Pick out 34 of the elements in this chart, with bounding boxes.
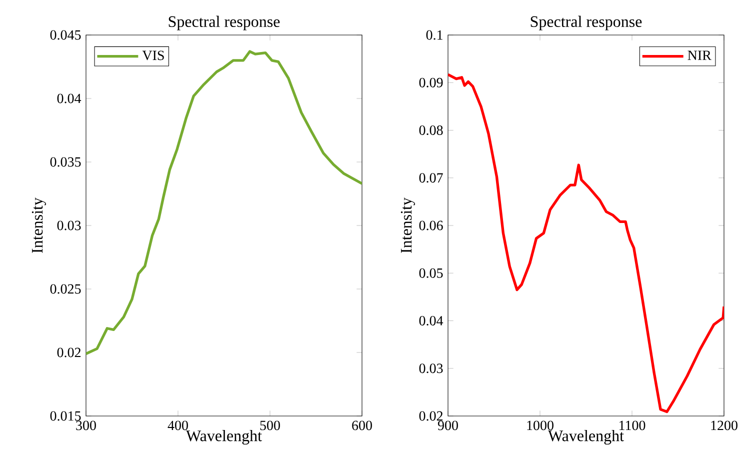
legend-label: VIS: [142, 50, 164, 60]
x-tick-label: 600: [352, 420, 372, 430]
x-tick-label: 500: [260, 420, 280, 430]
y-axis-title: Intensity: [32, 198, 46, 253]
x-axis-title: Wavelenght: [186, 430, 262, 445]
y-tick-label: 0.035: [50, 157, 81, 167]
y-axis-title: Intensity: [400, 198, 415, 253]
y-tick-label: 0.03: [57, 220, 81, 230]
y-tick-label: 0.07: [419, 173, 443, 183]
x-tick-label: 900: [438, 420, 458, 430]
chart-title: Spectral response: [168, 16, 280, 30]
line-series: [448, 73, 724, 414]
legend-label: NIR: [688, 50, 712, 60]
x-tick-label: 400: [168, 420, 188, 430]
y-tick-label: 0.02: [57, 348, 81, 358]
y-tick-label: 0.06: [419, 220, 443, 230]
x-tick-label: 1100: [619, 420, 646, 430]
chart-title: Spectral response: [530, 16, 642, 30]
y-tick-label: 0.08: [419, 126, 443, 136]
x-tick-label: 1200: [711, 420, 738, 430]
y-tick-label: 0.1: [426, 30, 442, 40]
x-tick-label: 300: [76, 420, 96, 430]
y-tick-label: 0.05: [419, 268, 443, 278]
y-tick-label: 0.045: [50, 30, 81, 40]
x-tick-label: 1000: [527, 420, 554, 430]
y-tick-label: 0.03: [419, 364, 443, 374]
y-tick-label: 0.09: [419, 78, 443, 88]
y-tick-label: 0.04: [419, 316, 444, 326]
x-axis-title: Wavelenght: [548, 430, 624, 445]
y-tick-label: 0.04: [57, 94, 82, 104]
y-tick-label: 0.015: [50, 411, 81, 421]
y-tick-label: 0.025: [50, 284, 81, 294]
line-series: [86, 50, 362, 356]
y-tick-label: 0.02: [419, 411, 443, 421]
